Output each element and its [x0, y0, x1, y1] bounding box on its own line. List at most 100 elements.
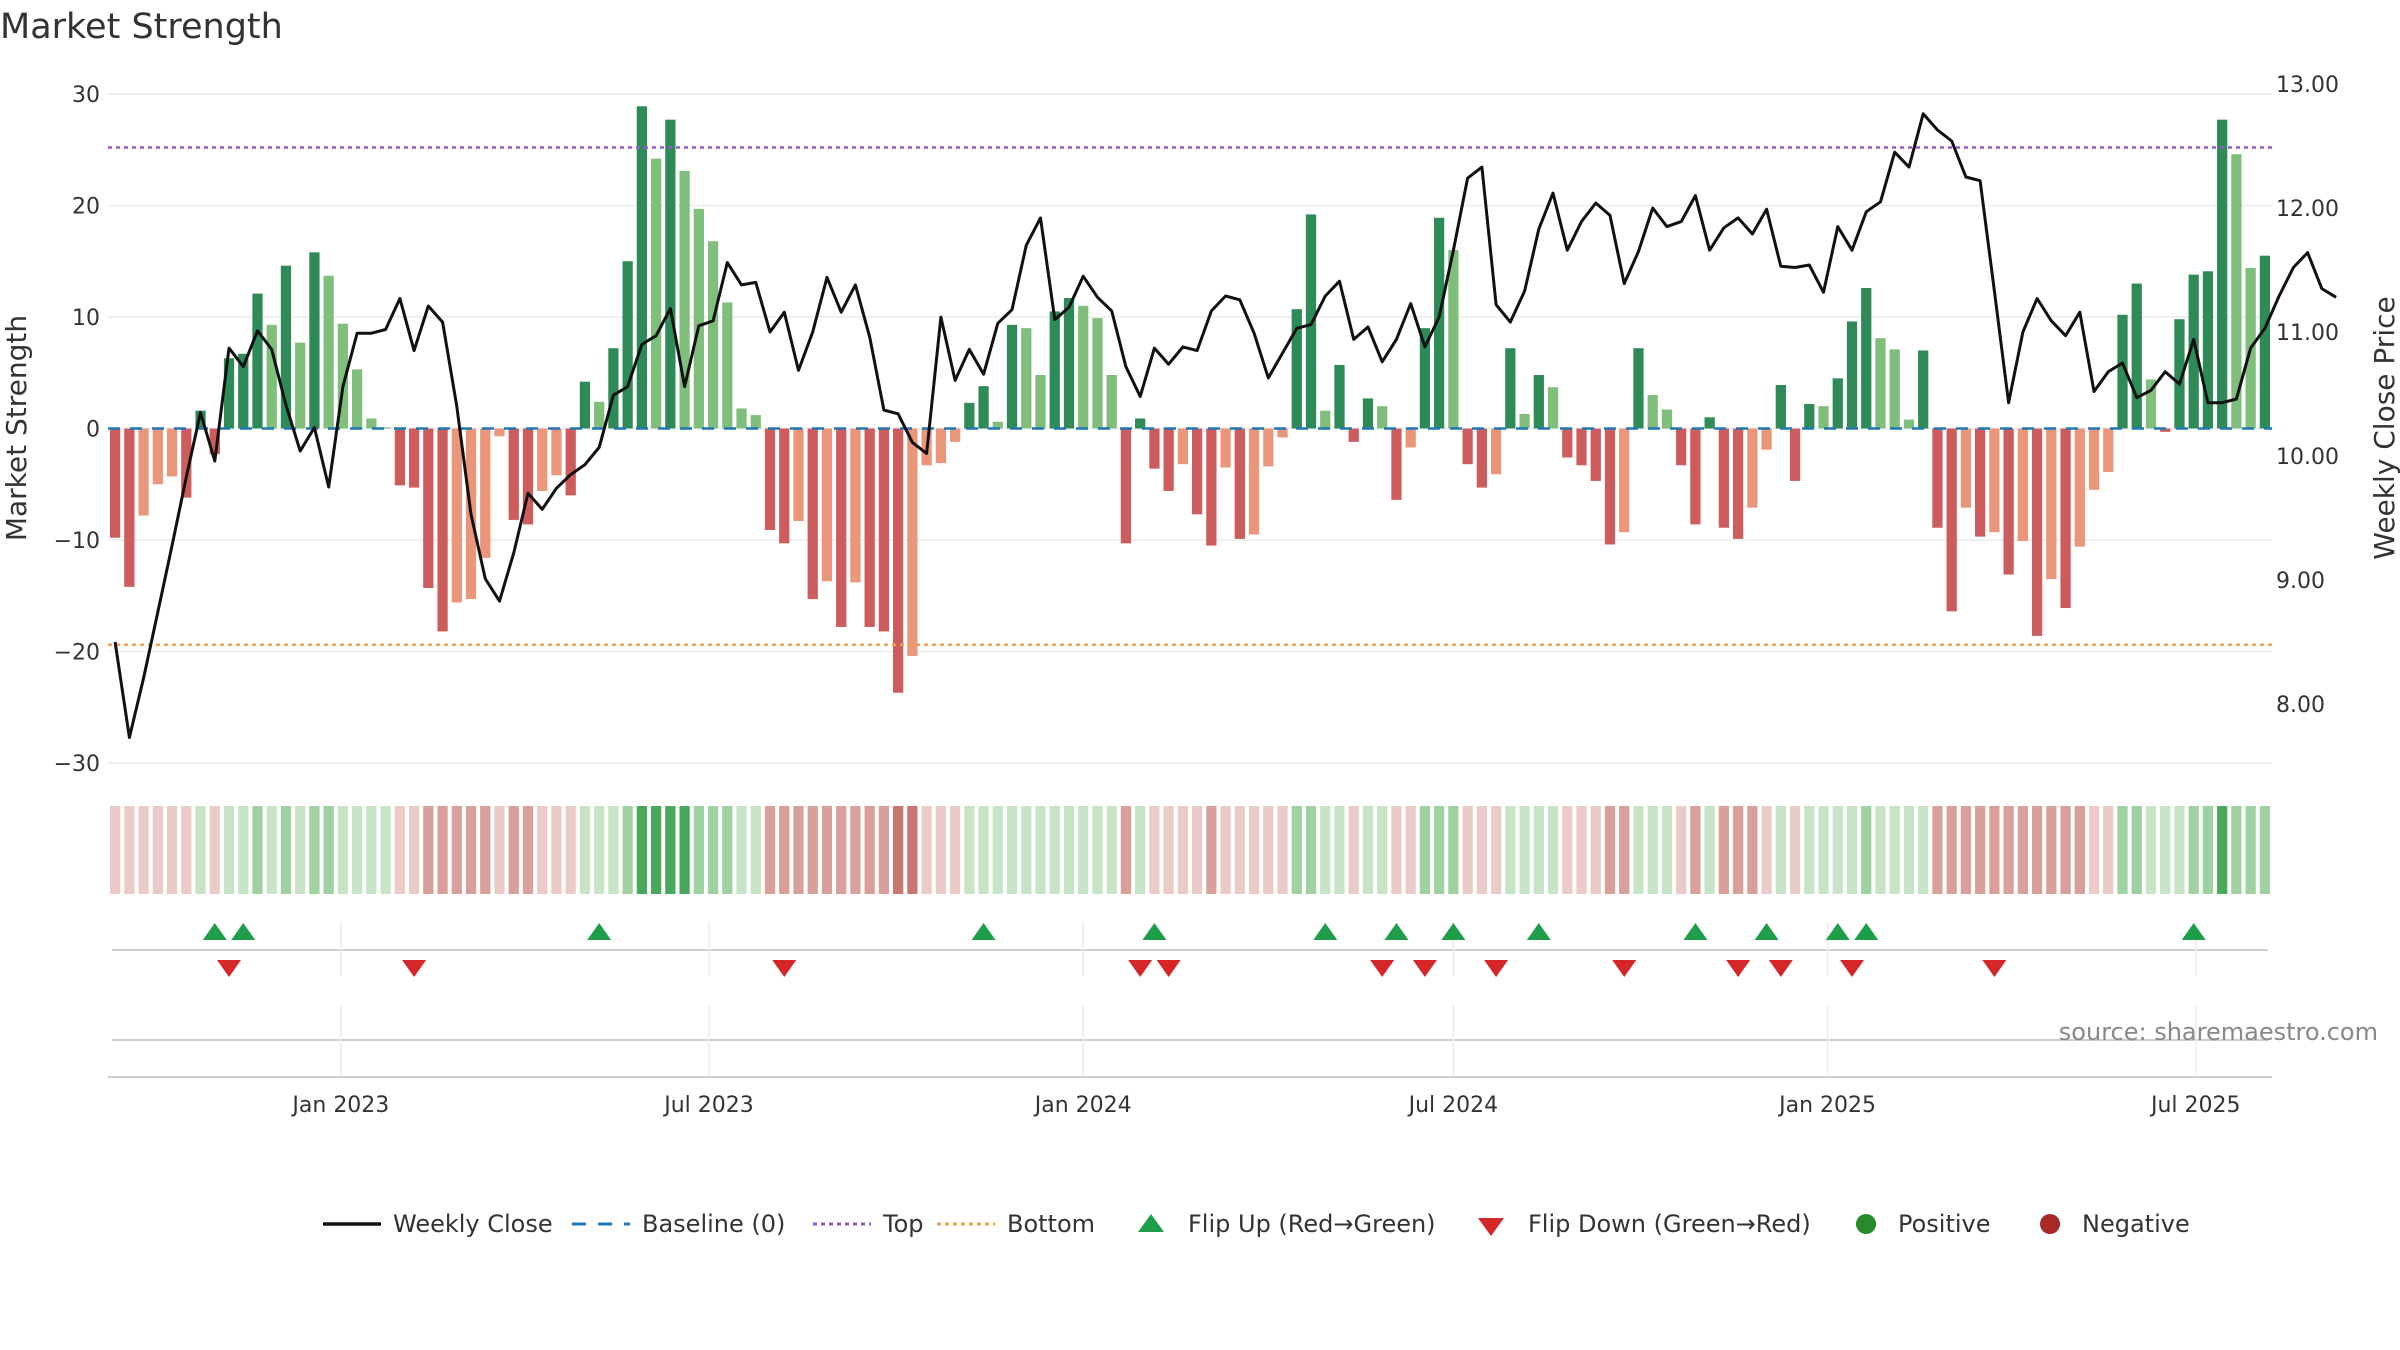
strength-bar: [1761, 428, 1772, 450]
strength-bar: [380, 427, 391, 429]
strength-bar: [1576, 428, 1587, 466]
legend-swatch-tri-down: [1478, 1218, 1504, 1236]
strength-bar: [181, 428, 192, 498]
strength-bar: [608, 348, 619, 429]
strength-bar: [2231, 154, 2242, 429]
flip-up-marker: [971, 923, 996, 940]
strength-bar: [537, 428, 548, 491]
strength-bar: [2103, 428, 2114, 472]
strength-bar: [2031, 428, 2043, 636]
strength-bar: [1006, 324, 1018, 429]
strength-bar: [665, 119, 676, 429]
flip-down-marker: [1412, 960, 1437, 977]
y-tick-label: −30: [54, 752, 100, 777]
strength-bar: [1462, 428, 1473, 465]
strip-cell: [423, 806, 434, 894]
strength-bar: [1704, 417, 1715, 429]
strip-cell: [992, 806, 1003, 894]
strength-bar: [1519, 414, 1530, 429]
strength-bar: [964, 402, 975, 429]
strip-cell: [1049, 806, 1060, 894]
strength-bar: [1220, 428, 1231, 468]
strip-cell: [1177, 806, 1189, 894]
strength-bar: [1747, 428, 1758, 508]
strip-cell: [1861, 806, 1872, 894]
strip-cell: [764, 806, 776, 894]
strip-cell: [1419, 806, 1431, 894]
strength-bar: [209, 428, 220, 455]
strength-bar: [850, 428, 861, 583]
strip-cell: [2074, 806, 2085, 894]
flip-down-marker: [1726, 960, 1751, 977]
strip-cell: [1918, 806, 1929, 894]
strength-bar: [124, 428, 135, 587]
strip-cell: [821, 806, 833, 894]
strip-cell: [408, 806, 420, 894]
strength-bar: [2259, 255, 2271, 429]
flip-up-marker: [1142, 923, 1167, 940]
x-tick-label: Jan 2023: [290, 1093, 389, 1118]
strip-cell: [2103, 806, 2114, 894]
strip-cell: [1120, 806, 1132, 894]
y-tick-label: 10: [72, 306, 100, 331]
strength-bar: [650, 158, 662, 429]
strip-cell: [2060, 806, 2071, 894]
strip-cell: [1846, 806, 1858, 894]
strength-bar: [1604, 428, 1616, 545]
strength-bar: [779, 428, 790, 544]
legend-label: Baseline (0): [642, 1210, 785, 1238]
strip-cell: [750, 806, 761, 894]
flip-down-marker: [1840, 960, 1865, 977]
y-tick-label: 30: [72, 83, 100, 108]
strip-cell: [1932, 806, 1943, 894]
strength-bar: [2046, 428, 2057, 580]
strip-cell: [1946, 806, 1957, 894]
strength-bar: [1960, 428, 1972, 508]
strip-cell: [394, 806, 405, 894]
y2-axis-label: Weekly Close Price: [2368, 296, 2400, 559]
strength-bar: [1263, 428, 1274, 467]
strip-cell: [238, 806, 249, 894]
strip-cell: [1334, 806, 1345, 894]
strip-cell: [1490, 806, 1502, 894]
strip-cell: [1562, 806, 1573, 894]
strip-cell: [465, 806, 477, 894]
strength-bar: [138, 428, 149, 516]
strip-cell: [1903, 806, 1915, 894]
strength-bar: [736, 408, 747, 429]
strength-bar: [2131, 283, 2142, 429]
flip-down-marker: [1156, 960, 1181, 977]
flip-up-marker: [1754, 923, 1779, 940]
legend-item: Negative: [2040, 1210, 2190, 1238]
strip-cell: [1732, 806, 1744, 894]
strength-bar: [1320, 410, 1331, 429]
legend-item: Flip Down (Green→Red): [1478, 1210, 1811, 1238]
strength-bar: [1163, 428, 1174, 491]
strength-bar: [1590, 428, 1601, 481]
strip-cell: [1804, 806, 1815, 894]
empty-panel: [112, 1005, 2268, 1075]
strip-cell: [522, 806, 534, 894]
flip-down-marker: [1128, 960, 1153, 977]
strip-cell: [893, 806, 904, 894]
strip-cell: [2131, 806, 2142, 894]
strength-bar: [622, 261, 633, 429]
strength-bar: [1718, 428, 1730, 528]
legend-swatch-tri-up: [1138, 1214, 1164, 1232]
strength-bar: [864, 428, 875, 627]
strip-cell: [722, 806, 733, 894]
strip-cell: [636, 806, 648, 894]
strip-cell: [594, 806, 605, 894]
flip-up-marker: [1854, 923, 1879, 940]
strip-cell: [1761, 806, 1772, 894]
strength-bar: [1989, 428, 2000, 533]
strip-cell: [1106, 806, 1117, 894]
strength-bar: [764, 428, 776, 530]
legend-label: Bottom: [1007, 1210, 1095, 1238]
strength-bar: [2017, 428, 2028, 542]
strength-bar: [166, 428, 178, 477]
strip-cell: [537, 806, 548, 894]
strip-cell: [1163, 806, 1174, 894]
strength-bar: [1946, 428, 1957, 612]
